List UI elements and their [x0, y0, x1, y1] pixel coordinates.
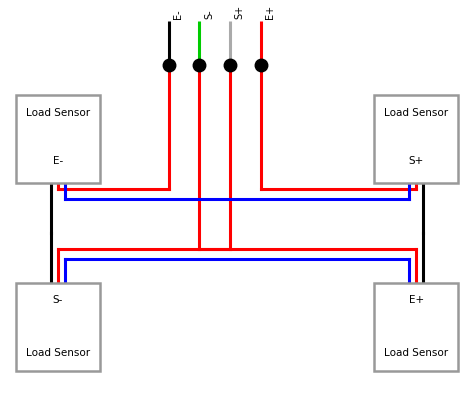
Text: S-: S- — [53, 295, 63, 305]
Text: Load Sensor: Load Sensor — [384, 348, 448, 358]
Text: E+: E+ — [409, 295, 424, 305]
FancyBboxPatch shape — [374, 283, 458, 370]
Text: S-: S- — [204, 9, 214, 19]
Text: E-: E- — [53, 156, 63, 166]
FancyBboxPatch shape — [16, 95, 100, 183]
Text: E+: E+ — [265, 5, 275, 19]
Text: Load Sensor: Load Sensor — [26, 348, 90, 358]
FancyBboxPatch shape — [16, 283, 100, 370]
Text: E-: E- — [173, 9, 183, 19]
Text: S+: S+ — [409, 156, 424, 166]
Text: S+: S+ — [235, 5, 245, 19]
Text: Load Sensor: Load Sensor — [384, 107, 448, 118]
FancyBboxPatch shape — [374, 95, 458, 183]
Text: Load Sensor: Load Sensor — [26, 107, 90, 118]
